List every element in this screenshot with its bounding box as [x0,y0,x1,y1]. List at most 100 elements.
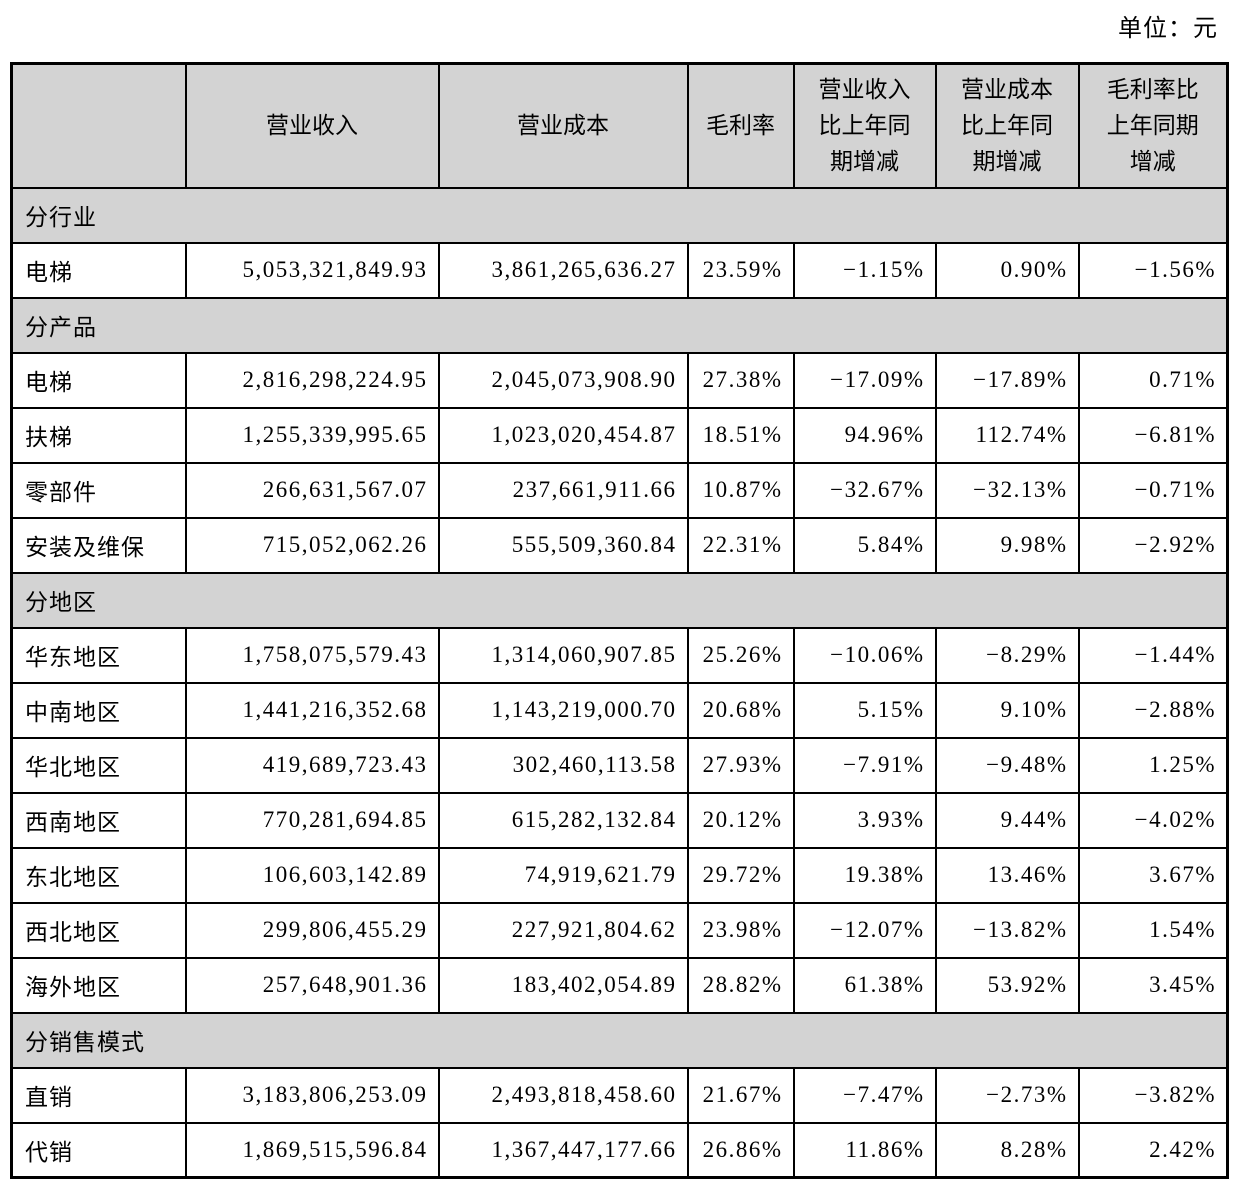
section-row: 分销售模式 [10,1011,1229,1069]
revenue-cell: 257,648,901.36 [184,956,440,1014]
segment-financial-table: 营业收入 营业成本 毛利率 营业收入 比上年同 期增减 营业成本 比上年同 期增… [10,62,1229,1179]
revenue-yoy-cell: −7.47% [792,1066,937,1124]
section-title: 分地区 [10,571,1229,629]
revenue-yoy-cell: −17.09% [792,351,937,409]
section-title: 分销售模式 [10,1011,1229,1069]
cost-cell: 555,509,360.84 [437,516,689,574]
table-row: 安装及维保 715,052,062.26 555,509,360.84 22.31% 5… [10,516,1229,574]
cost-cell: 2,493,818,458.60 [437,1066,689,1124]
cost-cell: 227,921,804.62 [437,901,689,959]
revenue-cell: 266,631,567.07 [184,461,440,519]
margin-yoy-cell: 3.67% [1077,846,1229,904]
cost-yoy-cell: 8.28% [934,1121,1080,1179]
table-row: 华北地区 419,689,723.43 302,460,113.58 27.93% −7… [10,736,1229,794]
revenue-yoy-cell: −7.91% [792,736,937,794]
revenue-cell: 3,183,806,253.09 [184,1066,440,1124]
row-label: 直销 [10,1066,187,1124]
cost-cell: 1,314,060,907.85 [437,626,689,684]
gross-margin-cell: 22.31% [686,516,795,574]
row-label: 西北地区 [10,901,187,959]
gross-margin-cell: 29.72% [686,846,795,904]
revenue-cell: 5,053,321,849.93 [184,241,440,299]
row-label: 电梯 [10,241,187,299]
table-row: 直销 3,183,806,253.09 2,493,818,458.60 21.67%… [10,1066,1229,1124]
cost-yoy-cell: −9.48% [934,736,1080,794]
gross-margin-cell: 25.26% [686,626,795,684]
cost-yoy-cell: −2.73% [934,1066,1080,1124]
revenue-cell: 1,869,515,596.84 [184,1121,440,1179]
row-label: 西南地区 [10,791,187,849]
row-label: 中南地区 [10,681,187,739]
revenue-yoy-cell: −1.15% [792,241,937,299]
table-row: 扶梯 1,255,339,995.65 1,023,020,454.87 18.51%… [10,406,1229,464]
row-label: 代销 [10,1121,187,1179]
cost-yoy-cell: −8.29% [934,626,1080,684]
gross-margin-cell: 18.51% [686,406,795,464]
section-row: 分产品 [10,296,1229,354]
cost-yoy-cell: −32.13% [934,461,1080,519]
row-label: 电梯 [10,351,187,409]
row-label: 安装及维保 [10,516,187,574]
row-label: 零部件 [10,461,187,519]
revenue-cell: 715,052,062.26 [184,516,440,574]
gross-margin-cell: 23.98% [686,901,795,959]
revenue-yoy-cell: 94.96% [792,406,937,464]
gross-margin-cell: 20.68% [686,681,795,739]
cost-yoy-cell: 9.44% [934,791,1080,849]
col-header-revenue-yoy: 营业收入 比上年同 期增减 [792,62,937,189]
margin-yoy-cell: 3.45% [1077,956,1229,1014]
table-header-row: 营业收入 营业成本 毛利率 营业收入 比上年同 期增减 营业成本 比上年同 期增… [10,62,1229,189]
margin-yoy-cell: 1.25% [1077,736,1229,794]
row-label: 东北地区 [10,846,187,904]
table-row: 西北地区 299,806,455.29 227,921,804.62 23.98% −1… [10,901,1229,959]
cost-cell: 183,402,054.89 [437,956,689,1014]
row-label: 华北地区 [10,736,187,794]
cost-cell: 1,023,020,454.87 [437,406,689,464]
revenue-cell: 419,689,723.43 [184,736,440,794]
revenue-cell: 2,816,298,224.95 [184,351,440,409]
margin-yoy-cell: −4.02% [1077,791,1229,849]
revenue-yoy-cell: 5.15% [792,681,937,739]
col-header-category [10,62,187,189]
revenue-yoy-cell: −10.06% [792,626,937,684]
col-header-margin-yoy: 毛利率比 上年同期 增减 [1077,62,1229,189]
cost-cell: 2,045,073,908.90 [437,351,689,409]
revenue-yoy-cell: 5.84% [792,516,937,574]
cost-cell: 615,282,132.84 [437,791,689,849]
table-row: 电梯 5,053,321,849.93 3,861,265,636.27 23.59%… [10,241,1229,299]
revenue-yoy-cell: −32.67% [792,461,937,519]
table-row: 西南地区 770,281,694.85 615,282,132.84 20.12% 3.… [10,791,1229,849]
cost-yoy-cell: 9.98% [934,516,1080,574]
table-row: 电梯 2,816,298,224.95 2,045,073,908.90 27.38%… [10,351,1229,409]
section-title: 分产品 [10,296,1229,354]
cost-yoy-cell: −17.89% [934,351,1080,409]
table-row: 中南地区 1,441,216,352.68 1,143,219,000.70 20.6… [10,681,1229,739]
margin-yoy-cell: 0.71% [1077,351,1229,409]
gross-margin-cell: 26.86% [686,1121,795,1179]
cost-cell: 74,919,621.79 [437,846,689,904]
unit-label: 单位：元 [1118,16,1218,42]
section-row: 分行业 [10,186,1229,244]
revenue-cell: 1,758,075,579.43 [184,626,440,684]
revenue-cell: 1,255,339,995.65 [184,406,440,464]
revenue-cell: 1,441,216,352.68 [184,681,440,739]
revenue-yoy-cell: −12.07% [792,901,937,959]
cost-cell: 1,367,447,177.66 [437,1121,689,1179]
cost-yoy-cell: 13.46% [934,846,1080,904]
col-header-cost: 营业成本 [437,62,689,189]
margin-yoy-cell: 2.42% [1077,1121,1229,1179]
margin-yoy-cell: −2.88% [1077,681,1229,739]
revenue-yoy-cell: 19.38% [792,846,937,904]
revenue-cell: 770,281,694.85 [184,791,440,849]
margin-yoy-cell: −6.81% [1077,406,1229,464]
row-label: 海外地区 [10,956,187,1014]
col-header-cost-yoy: 营业成本 比上年同 期增减 [934,62,1080,189]
table-row: 东北地区 106,603,142.89 74,919,621.79 29.72% 19.… [10,846,1229,904]
gross-margin-cell: 27.38% [686,351,795,409]
section-row: 分地区 [10,571,1229,629]
table-row: 代销 1,869,515,596.84 1,367,447,177.66 26.86%… [10,1121,1229,1179]
gross-margin-cell: 10.87% [686,461,795,519]
section-title: 分行业 [10,186,1229,244]
row-label: 华东地区 [10,626,187,684]
